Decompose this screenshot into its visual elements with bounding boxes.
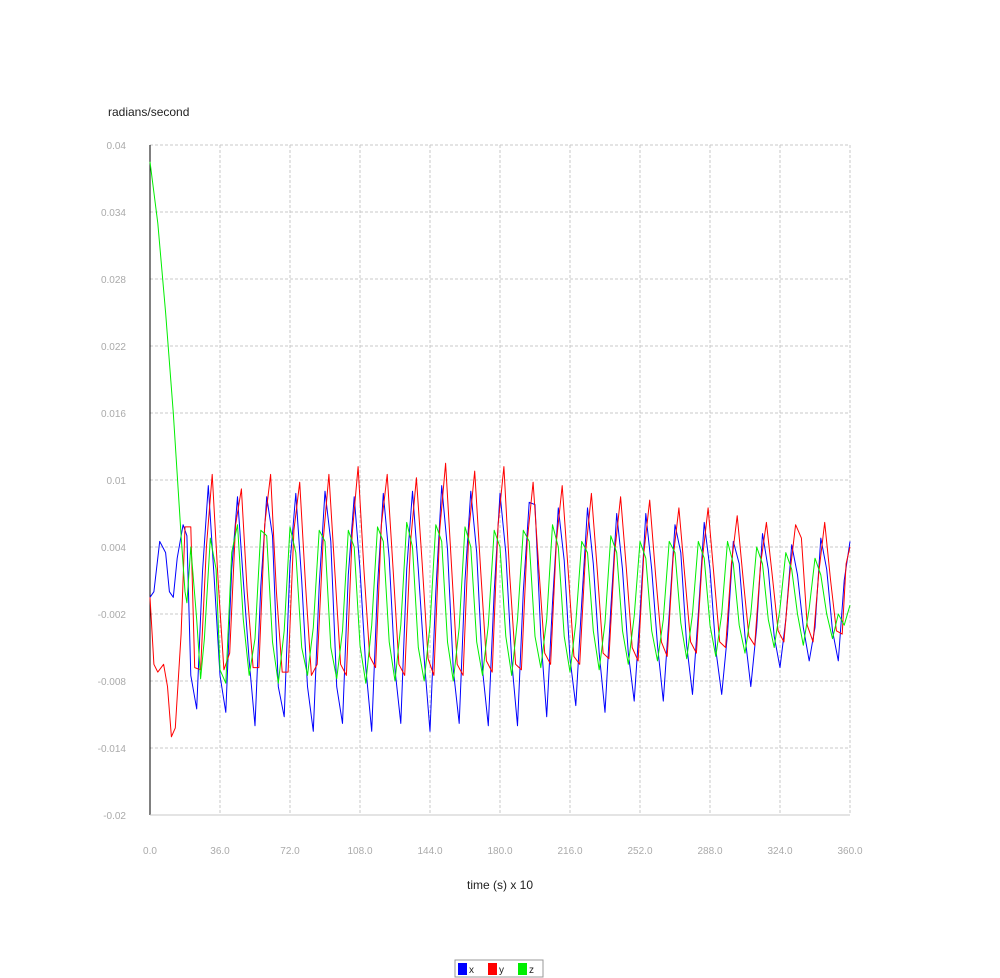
y-tick-label: 0.028	[101, 275, 126, 286]
x-axis-title: time (s) x 10	[467, 878, 533, 892]
x-tick-label: 144.0	[417, 846, 442, 857]
x-tick-label: 288.0	[697, 846, 722, 857]
x-tick-label: 36.0	[210, 846, 230, 857]
y-axis-title: radians/second	[108, 105, 189, 119]
y-tick-label: 0.016	[101, 409, 126, 420]
y-tick-label: -0.02	[103, 811, 126, 822]
legend-label-y: y	[499, 965, 504, 976]
legend-label-z: z	[529, 965, 534, 976]
y-tick-label: 0.004	[101, 543, 126, 554]
legend-swatch-y	[488, 963, 497, 975]
y-tick-label: 0.01	[107, 476, 127, 487]
x-tick-label: 324.0	[767, 846, 792, 857]
legend-label-x: x	[469, 965, 474, 976]
legend-swatch-z	[518, 963, 527, 975]
x-tick-label: 216.0	[557, 846, 582, 857]
series-line-z	[149, 161, 851, 684]
legend: x y z	[454, 959, 544, 978]
x-tick-label: 108.0	[347, 846, 372, 857]
y-tick-label: -0.014	[98, 744, 127, 755]
y-tick-label: 0.04	[107, 141, 127, 152]
y-tick-label: 0.034	[101, 208, 126, 219]
tick-labels: 0.0 36.0 72.0 108.0 144.0 180.0 216.0 252.0 288.…	[98, 141, 863, 857]
axes	[149, 145, 850, 816]
x-tick-label: 180.0	[487, 846, 512, 857]
x-tick-label: 0.0	[143, 846, 157, 857]
x-tick-label: 360.0	[837, 846, 862, 857]
series-lines	[149, 161, 851, 738]
legend-swatch-x	[458, 963, 467, 975]
x-tick-label: 252.0	[627, 846, 652, 857]
x-tick-label: 72.0	[280, 846, 300, 857]
y-tick-label: 0.022	[101, 342, 126, 353]
series-line-y	[149, 462, 851, 738]
y-tick-label: -0.008	[98, 677, 127, 688]
y-tick-label: -0.002	[98, 610, 127, 621]
series-line-x	[149, 485, 851, 732]
